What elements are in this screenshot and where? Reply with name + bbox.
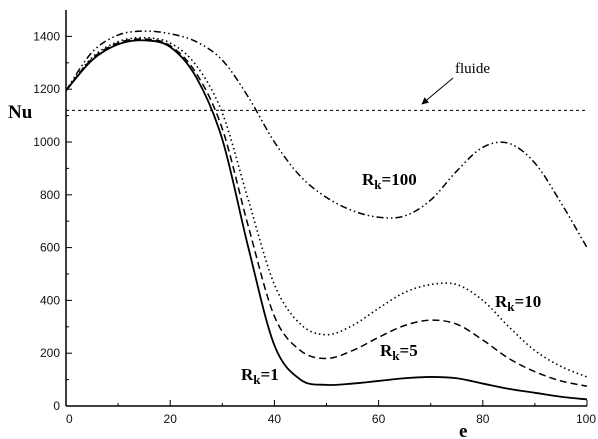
x-axis-title: e — [459, 421, 467, 439]
x-tick-label: 20 — [164, 412, 178, 426]
x-tick-label: 80 — [476, 412, 490, 426]
x-tick-label: 40 — [268, 412, 282, 426]
x-ticks: 0 20 40 60 80 100 — [65, 400, 596, 426]
y-ticks: 0 200 400 600 800 1000 1200 1400 — [33, 29, 72, 413]
series-line-rk10 — [65, 36, 588, 378]
series-label-rk10: Rk=10 — [495, 292, 541, 314]
y-tick-label: 600 — [40, 241, 60, 255]
y-tick-label: 200 — [40, 346, 60, 360]
y-axis-title: Nu — [8, 102, 33, 123]
series-label-rk100: Rk=100 — [362, 170, 417, 192]
series-lines — [65, 30, 588, 401]
series-line-rk5 — [65, 38, 588, 387]
x-tick-label: 60 — [372, 412, 386, 426]
series-label-rk1: Rk=1 — [241, 365, 279, 387]
y-tick-label: 1400 — [33, 29, 60, 43]
fluide-arrow — [421, 77, 454, 105]
y-tick-label: 1200 — [33, 82, 60, 96]
y-tick-label: 0 — [53, 399, 60, 413]
y-tick-label: 400 — [40, 293, 60, 307]
x-tick-label: 0 — [66, 412, 73, 426]
series-label-rk5: Rk=5 — [380, 341, 418, 363]
fluide-label: fluide — [455, 61, 490, 77]
series-line-rk100 — [65, 30, 588, 248]
series-line-rk1 — [65, 39, 588, 401]
x-tick-label: 100 — [576, 412, 596, 426]
y-tick-label: 1000 — [33, 135, 60, 149]
y-tick-label: 800 — [40, 188, 60, 202]
